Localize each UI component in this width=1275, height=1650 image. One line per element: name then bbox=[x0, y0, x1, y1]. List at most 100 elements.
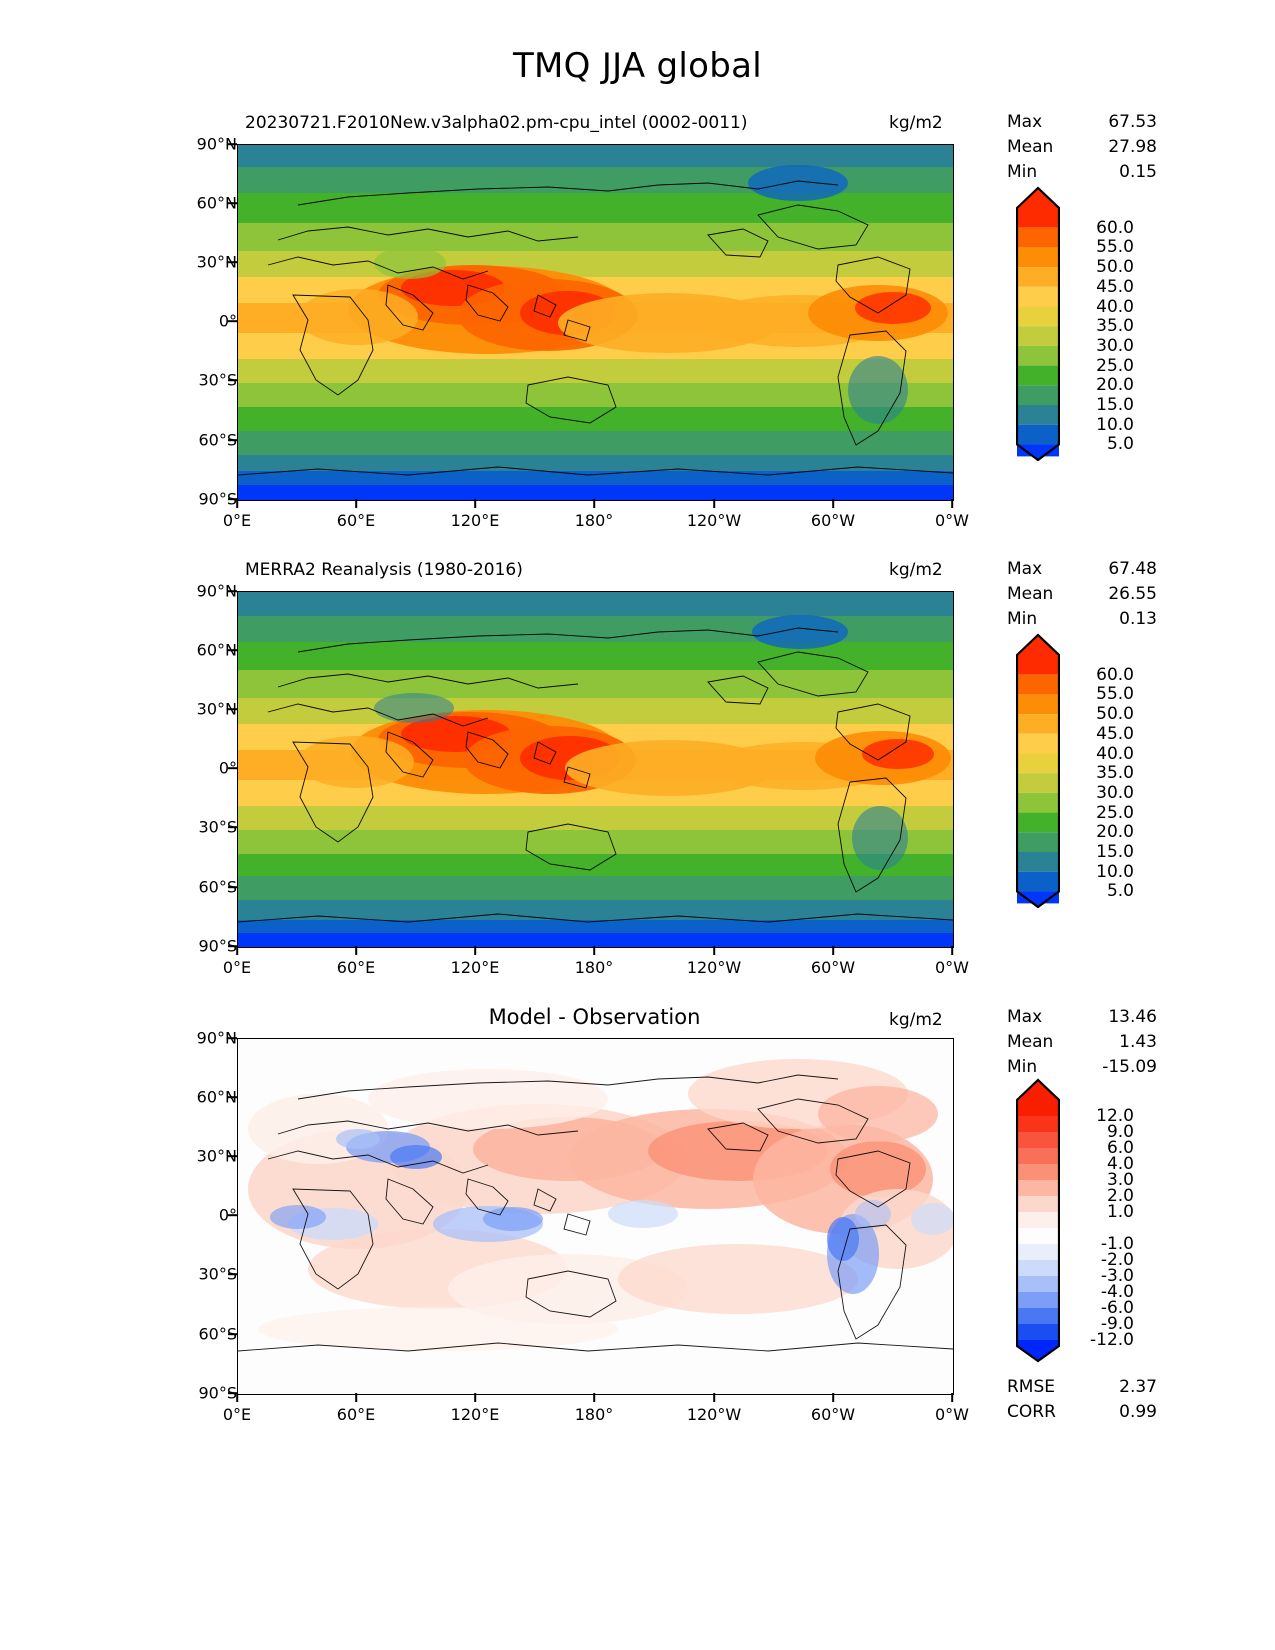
colorbar-tick-label: -1.0 bbox=[1100, 1234, 1134, 1254]
stat-value: 67.53 bbox=[1108, 112, 1157, 132]
y-tick-label: 0° bbox=[218, 1205, 237, 1225]
y-tick-label: 90°N bbox=[196, 1028, 237, 1048]
y-tick-label: 30°S bbox=[198, 1264, 237, 1284]
x-tick-label: 180° bbox=[574, 958, 614, 977]
colorbar-tick-label: 20.0 bbox=[1096, 822, 1134, 843]
y-tick-label: 30°N bbox=[196, 1146, 237, 1166]
stat-value: -15.09 bbox=[1102, 1057, 1157, 1077]
colorbar-tick-label: -9.0 bbox=[1100, 1314, 1134, 1334]
colorbar-tick-label: -3.0 bbox=[1100, 1266, 1134, 1286]
panel-observation-units: kg/m2 bbox=[889, 560, 943, 580]
map-model[interactable] bbox=[237, 144, 954, 501]
stat-key: Min bbox=[1007, 1057, 1038, 1077]
map-observation-field bbox=[238, 592, 953, 947]
map-model-x-axis: 0°E 60°E 120°E 180° 120°W 60°W 0°W bbox=[223, 499, 969, 530]
colorbar-tick-label: 30.0 bbox=[1096, 782, 1134, 803]
map-observation-x-axis: 0°E 60°E 120°E 180° 120°W 60°W 0°W bbox=[223, 946, 969, 977]
colorbar-tick-label: 3.0 bbox=[1106, 1170, 1134, 1190]
map-observation[interactable] bbox=[237, 591, 954, 948]
y-tick-label: 60°S bbox=[198, 877, 237, 897]
colorbar-tick-label: 9.0 bbox=[1106, 1122, 1134, 1142]
stat-key: Mean bbox=[1007, 137, 1054, 157]
map-model-y-axis: 90°N 60°N 30°N 0° 30°S 60°S 90°S bbox=[177, 135, 237, 509]
x-tick-label: 180° bbox=[574, 511, 614, 530]
y-tick-label: 0° bbox=[218, 311, 237, 331]
colorbar-tick-label: 40.0 bbox=[1096, 743, 1134, 764]
colorbar-tick-label: 5.0 bbox=[1106, 434, 1134, 455]
colorbar-tick-label: 2.0 bbox=[1106, 1186, 1134, 1206]
stat-value: 67.48 bbox=[1108, 559, 1157, 579]
y-tick-label: 30°S bbox=[198, 817, 237, 837]
colorbar-tick-label: -4.0 bbox=[1100, 1282, 1134, 1302]
colorbar-tick-label: 4.0 bbox=[1106, 1154, 1134, 1174]
x-tick-label: 0°W bbox=[935, 1405, 969, 1424]
colorbar-tick-label: 45.0 bbox=[1096, 276, 1134, 297]
panel-observation-title: MERRA2 Reanalysis (1980-2016) bbox=[245, 560, 523, 580]
colorbar-tick-label: 12.0 bbox=[1096, 1106, 1134, 1126]
stat-key: Mean bbox=[1007, 1032, 1054, 1052]
y-tick-label: 30°N bbox=[196, 252, 237, 272]
x-tick-label: 60°E bbox=[336, 958, 376, 977]
stat-value: 26.55 bbox=[1108, 584, 1157, 604]
y-tick-label: 60°S bbox=[198, 430, 237, 450]
colorbar-tick-label: 25.0 bbox=[1096, 802, 1134, 823]
x-tick-label: 120°W bbox=[686, 958, 742, 977]
colorbar-tick-label: 60.0 bbox=[1096, 217, 1134, 238]
panel-difference-title: Model - Observation bbox=[488, 1005, 701, 1029]
stat-value: 0.15 bbox=[1119, 162, 1157, 182]
colorbar-model[interactable]: 60.0 55.0 50.0 45.0 40.0 35.0 30.0 25.0 … bbox=[1016, 186, 1134, 461]
colorbar-tick-label: -6.0 bbox=[1100, 1298, 1134, 1318]
x-tick-label: 120°W bbox=[686, 511, 742, 530]
panel-model-title: 20230721.F2010New.v3alpha02.pm-cpu_intel… bbox=[245, 113, 748, 133]
colorbar-tick-label: 25.0 bbox=[1096, 355, 1134, 376]
y-tick-label: 90°S bbox=[198, 489, 237, 509]
map-model-y-ticks bbox=[228, 143, 237, 500]
metric-value: 0.99 bbox=[1119, 1402, 1157, 1422]
colorbar-tick-label: 50.0 bbox=[1096, 704, 1134, 725]
x-tick-label: 60°W bbox=[810, 958, 856, 977]
y-tick-label: 30°S bbox=[198, 370, 237, 390]
x-tick-label: 60°E bbox=[336, 511, 376, 530]
map-difference[interactable] bbox=[237, 1038, 954, 1395]
stat-value: 27.98 bbox=[1108, 137, 1157, 157]
colorbar-tick-label: 60.0 bbox=[1096, 664, 1134, 685]
colorbar-tick-label: 35.0 bbox=[1096, 316, 1134, 337]
colorbar-tick-label: 1.0 bbox=[1106, 1202, 1134, 1222]
x-tick-label: 0°E bbox=[222, 1405, 252, 1424]
colorbar-difference[interactable]: 12.0 9.0 6.0 4.0 3.0 2.0 1.0 -1.0 -2.0 -… bbox=[1016, 1078, 1134, 1363]
map-difference-y-axis: 90°N 60°N 30°N 0° 30°S 60°S 90°S bbox=[177, 1029, 237, 1403]
y-tick-label: 60°S bbox=[198, 1324, 237, 1344]
map-observation-y-ticks bbox=[228, 590, 237, 947]
colorbar-tick-label: 10.0 bbox=[1096, 861, 1134, 882]
colorbar-tick-label: 5.0 bbox=[1106, 881, 1134, 902]
map-difference-field bbox=[238, 1039, 953, 1394]
stat-value: 1.43 bbox=[1119, 1032, 1157, 1052]
x-tick-label: 180° bbox=[574, 1405, 614, 1424]
map-difference-y-ticks bbox=[228, 1037, 237, 1394]
colorbar-tick-label: 45.0 bbox=[1096, 723, 1134, 744]
x-tick-label: 60°W bbox=[810, 1405, 856, 1424]
x-tick-label: 0°E bbox=[222, 958, 252, 977]
y-tick-label: 90°N bbox=[196, 581, 237, 601]
stat-key: Mean bbox=[1007, 584, 1054, 604]
stat-key: Max bbox=[1007, 112, 1043, 132]
colorbar-tick-label: 10.0 bbox=[1096, 414, 1134, 435]
map-model-field bbox=[238, 145, 953, 500]
stat-value: 13.46 bbox=[1108, 1007, 1157, 1027]
colorbar-observation[interactable]: 60.0 55.0 50.0 45.0 40.0 35.0 30.0 25.0 … bbox=[1016, 633, 1134, 908]
y-tick-label: 90°S bbox=[198, 936, 237, 956]
colorbar-tick-label: 6.0 bbox=[1106, 1138, 1134, 1158]
y-tick-label: 60°N bbox=[196, 193, 237, 213]
y-tick-label: 60°N bbox=[196, 640, 237, 660]
x-tick-label: 0°W bbox=[935, 511, 969, 530]
metric-value: 2.37 bbox=[1119, 1377, 1157, 1397]
colorbar-tick-label: 30.0 bbox=[1096, 335, 1134, 356]
colorbar-tick-label: -12.0 bbox=[1090, 1330, 1134, 1350]
colorbar-tick-label: 40.0 bbox=[1096, 296, 1134, 317]
stat-key: Max bbox=[1007, 1007, 1043, 1027]
stat-key: Min bbox=[1007, 609, 1038, 629]
y-tick-label: 0° bbox=[218, 758, 237, 778]
stat-value: 0.13 bbox=[1119, 609, 1157, 629]
x-tick-label: 120°E bbox=[450, 958, 500, 977]
